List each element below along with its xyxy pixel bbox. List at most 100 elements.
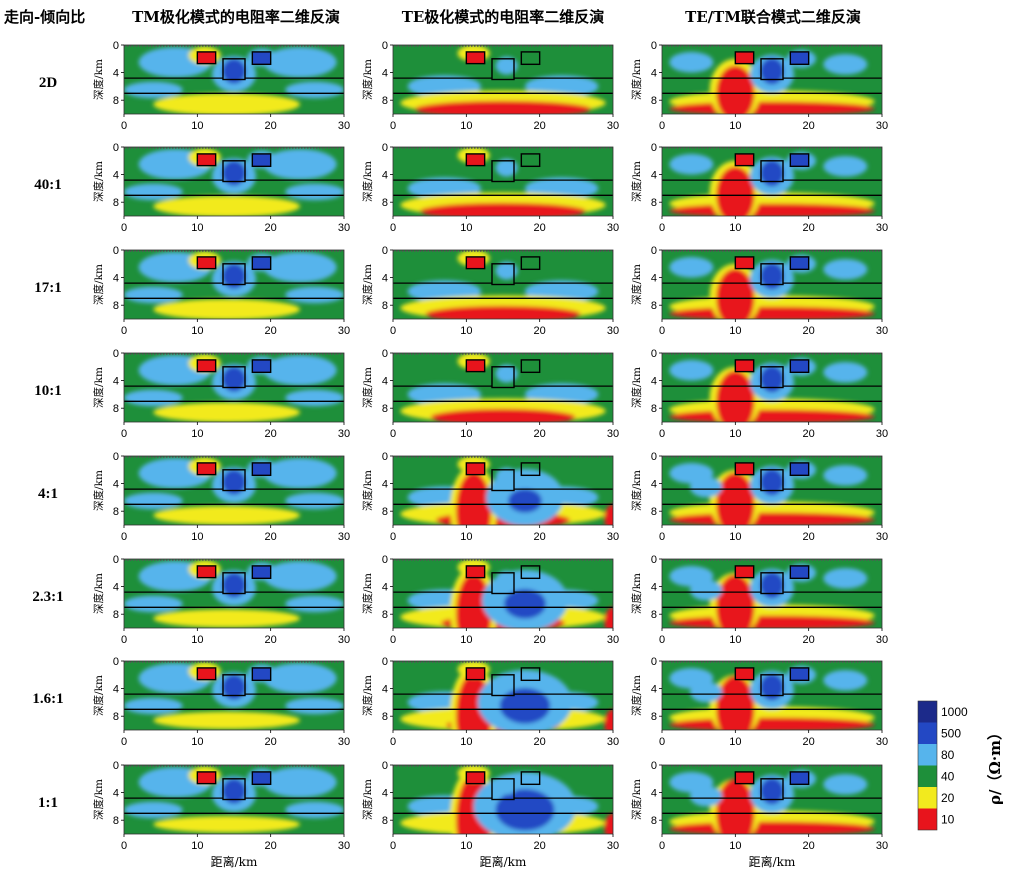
x-tick-label: 30 [607,428,619,440]
anomaly-body-outline [760,58,784,81]
resistivity-map [393,147,613,216]
resistivity-blob [222,366,246,392]
resistivity-map [393,559,613,628]
anomaly-body-outline [251,565,272,580]
resistivity-blob [689,579,723,601]
panel-frame [123,764,345,835]
anomaly-body-outline [520,359,541,374]
resistivity-blob [495,364,518,383]
resistivity-blob [263,47,337,78]
y-tick-label: 4 [113,170,119,182]
anomaly-body-outline [465,51,486,65]
y-tick-label: 0 [113,656,119,668]
x-tick-label: 20 [265,222,277,234]
anomaly-body-outline [465,667,486,681]
anomaly-body-outline [251,667,272,682]
resistivity-blob [285,492,344,510]
anomaly-body-outline [520,771,541,786]
resistivity-blob [716,472,755,525]
x-tick-label: 0 [659,634,665,646]
y-tick-label: 8 [382,506,388,518]
y-tick-label: 4 [113,68,119,80]
inversion-panel: 0 4 8 深度/km 0 10 20 30 [92,760,350,852]
row-label: 4:1 [38,486,58,502]
resistor-fill [790,771,809,785]
resistivity-blob [222,263,246,289]
x-axis-label: 距离/km [211,854,258,869]
x-axis-label: 距离/km [480,854,527,869]
resistor-fill [252,359,271,373]
y-tick-label: 4 [113,582,119,594]
y-tick-label: 4 [113,376,119,388]
x-tick-label: 10 [729,736,741,748]
panel-frame [123,455,345,526]
x-tick-label: 30 [607,325,619,337]
inversion-panel: 0 4 8 深度/km 0 10 20 30 [92,451,350,543]
y-tick-label: 0 [382,760,388,772]
x-tick-label: 30 [876,120,888,132]
y-tick-label: 0 [651,656,657,668]
y-tick-label: 4 [113,788,119,800]
y-tick-label: 0 [651,142,657,154]
y-tick-label: 4 [113,273,119,285]
y-tick-label: 8 [651,197,657,209]
x-tick-label: 0 [121,634,127,646]
inversion-panel: 0 4 8 深度/km 0 10 20 30 [92,348,350,440]
resistivity-blob [716,675,755,730]
inversion-panel: 0 4 8 深度/km 0 10 20 30 [630,142,888,234]
y-tick-label: 0 [382,348,388,360]
resistivity-blob [124,389,183,407]
conductor-fill [466,462,485,475]
resistivity-blob [430,408,576,422]
resistivity-blob [669,306,875,319]
resistivity-blob [263,149,337,180]
y-axis-label: 深度/km [630,264,643,305]
resistivity-blob [495,56,518,75]
resistivity-blob [669,101,875,114]
panels-grid: 0 4 8 深度/km 0 10 20 30 0 4 8 深度/km 0 10 20 30 0 4 8 深度/km 0 1… [92,40,888,852]
x-tick-label: 30 [876,222,888,234]
resistivity-blob [760,160,784,187]
conductor-fill [466,667,485,680]
anomaly-body-outline [222,572,246,595]
y-tick-label: 4 [651,582,657,594]
x-tick-label: 10 [191,120,203,132]
y-tick-label: 8 [651,506,657,518]
resistivity-blob [499,688,551,724]
y-axis-label: 深度/km [92,59,105,100]
anomaly-body-outline [251,359,272,374]
anomaly-body-outline [520,153,541,168]
y-tick-label: 0 [651,348,657,360]
y-tick-label: 8 [651,815,657,827]
resistor-fill [790,153,809,167]
anomaly-body-outline [734,462,755,476]
x-tick-label: 20 [534,325,546,337]
x-tick-label: 20 [803,325,815,337]
conductor-fill [466,153,485,166]
y-tick-label: 0 [382,245,388,257]
resistivity-blob [263,252,337,283]
inversion-panel: 0 4 8 深度/km 0 10 20 30 [92,142,350,234]
resistivity-map [393,353,613,422]
resistor-fill [252,256,271,270]
resistivity-blob [760,366,784,393]
x-tick-label: 10 [191,840,203,852]
y-tick-label: 0 [113,40,119,52]
y-axis-label: 深度/km [361,675,374,716]
conductor-fill [197,667,216,680]
y-tick-label: 4 [382,788,388,800]
x-tick-label: 10 [460,840,472,852]
y-tick-label: 8 [382,300,388,312]
anomaly-body-outline [491,674,515,697]
y-axis-label: 深度/km [630,779,643,820]
y-tick-label: 0 [382,451,388,463]
anomaly-body-outline [491,160,515,183]
anomaly-body-outline [789,256,810,271]
conductor-fill [735,256,754,269]
y-tick-label: 8 [382,403,388,415]
x-tick-label: 0 [659,736,665,748]
resistivity-blob [604,813,613,834]
y-tick-label: 0 [382,554,388,566]
resistivity-blob [124,286,183,304]
resistivity-blob [823,155,868,177]
